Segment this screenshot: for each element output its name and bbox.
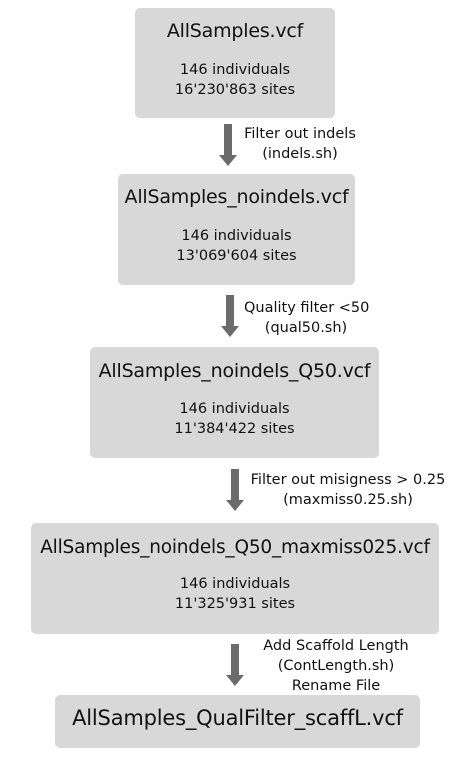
step-script: (maxmiss0.25.sh)	[283, 492, 413, 508]
step-label: Filter out misigness > 0.25 (maxmiss0.25…	[250, 470, 446, 510]
individuals-count: 146 individuals	[179, 401, 290, 417]
file-box-noindels: AllSamples_noindels.vcf 146 individuals …	[118, 174, 355, 285]
step-script: (indels.sh)	[262, 146, 338, 162]
file-name: AllSamples_QualFilter_scaffL.vcf	[72, 706, 403, 730]
sites-count: 13'069'604 sites	[176, 248, 297, 264]
down-arrow-icon	[226, 644, 244, 686]
file-name: AllSamples_noindels_Q50.vcf	[98, 360, 371, 382]
step-script: (qual50.sh)	[264, 320, 348, 336]
sites-count: 11'384'422 sites	[174, 421, 295, 437]
step-script: (ContLength.sh)	[277, 658, 395, 674]
sites-count: 11'325'931 sites	[174, 596, 296, 612]
file-name: AllSamples_noindels.vcf	[124, 186, 349, 208]
step-description: Quality filter <50	[244, 300, 370, 316]
down-arrow-icon	[219, 124, 237, 166]
file-box-noindels-q50: AllSamples_noindels_Q50.vcf 146 individu…	[90, 347, 379, 458]
step-rename: Rename File	[291, 678, 381, 694]
step-description: Add Scaffold Length	[263, 638, 409, 654]
step-description: Filter out misigness > 0.25	[250, 472, 446, 488]
step-label: Filter out indels (indels.sh)	[242, 124, 358, 164]
file-box-allsamples: AllSamples.vcf 146 individuals 16'230'86…	[135, 8, 335, 118]
file-name: AllSamples_noindels_Q50_maxmiss025.vcf	[40, 537, 430, 558]
down-arrow-icon	[226, 469, 244, 511]
individuals-count: 146 individuals	[179, 62, 291, 78]
sites-count: 16'230'863 sites	[174, 82, 296, 98]
file-name: AllSamples.vcf	[166, 20, 304, 42]
individuals-count: 146 individuals	[181, 228, 292, 244]
step-label: Add Scaffold Length (ContLength.sh) Rena…	[255, 636, 417, 696]
down-arrow-icon	[221, 295, 239, 337]
file-box-final: AllSamples_QualFilter_scaffL.vcf	[55, 695, 420, 748]
step-description: Filter out indels	[244, 126, 356, 142]
file-box-noindels-q50-maxmiss: AllSamples_noindels_Q50_maxmiss025.vcf 1…	[31, 523, 439, 634]
step-label: Quality filter <50 (qual50.sh)	[244, 298, 370, 338]
individuals-count: 146 individuals	[179, 576, 291, 592]
